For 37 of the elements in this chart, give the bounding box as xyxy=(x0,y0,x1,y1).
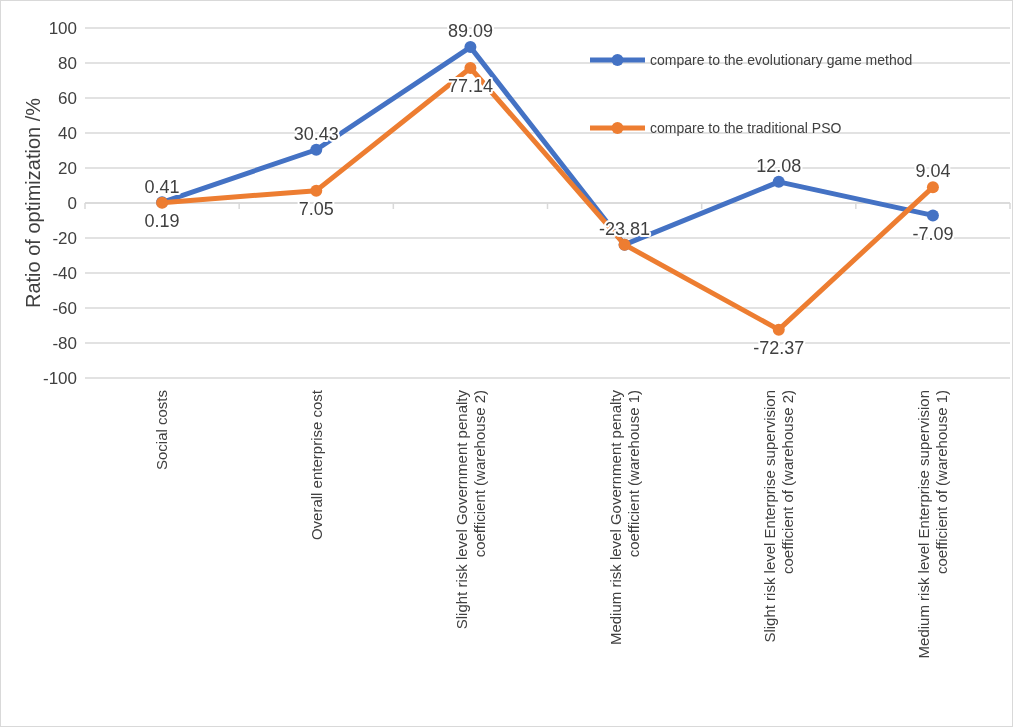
x-tick-label: Slight risk level Enterprise supervision coefficient of (warehouse 2) xyxy=(761,390,796,643)
y-tick-label: 60 xyxy=(58,88,77,108)
data-label: 9.04 xyxy=(915,161,951,182)
data-label: -7.09 xyxy=(912,223,954,244)
point xyxy=(464,62,477,75)
data-label: 0.41 xyxy=(144,176,180,197)
y-tick-label: -80 xyxy=(52,333,77,353)
legend-label: compare to the traditional PSO xyxy=(650,119,842,136)
y-tick-label: -60 xyxy=(52,298,77,318)
data-label: -72.37 xyxy=(753,337,805,358)
data-label: 7.05 xyxy=(298,198,334,219)
x-tick-label: Medium risk level Government penalty coefficient (warehouse 1) xyxy=(606,389,642,646)
point xyxy=(310,143,323,156)
x-tick-label: Medium risk level Enterprise supervision coefficient of (warehouse 1) xyxy=(915,390,951,659)
x-tick-label: Slight risk level Government penalty coefficient (warehouse 2) xyxy=(452,389,488,630)
y-tick-label: 100 xyxy=(48,18,77,38)
point xyxy=(772,323,785,336)
y-tick-label: -40 xyxy=(52,263,77,283)
point xyxy=(926,209,939,222)
x-tick-label: Overall enterprise cost xyxy=(307,389,325,541)
point xyxy=(926,181,939,194)
data-label: 30.43 xyxy=(293,124,339,145)
data-label: 12.08 xyxy=(756,156,802,177)
point xyxy=(772,175,785,188)
data-label: 0.19 xyxy=(144,210,180,231)
y-tick-label: 40 xyxy=(58,123,77,143)
y-axis-title: Ratio of optimization /% xyxy=(22,97,44,309)
x-tick-label: Social costs xyxy=(153,390,171,471)
y-tick-label: -100 xyxy=(42,368,77,388)
point xyxy=(310,184,323,197)
y-tick-label: -20 xyxy=(52,228,77,248)
y-tick-label: 0 xyxy=(67,193,77,213)
data-label: 89.09 xyxy=(447,21,493,42)
legend-label: compare to the evolutionary game method xyxy=(650,51,913,68)
y-tick-label: 20 xyxy=(58,158,77,178)
y-tick-label: 80 xyxy=(58,53,77,73)
point xyxy=(464,41,477,54)
